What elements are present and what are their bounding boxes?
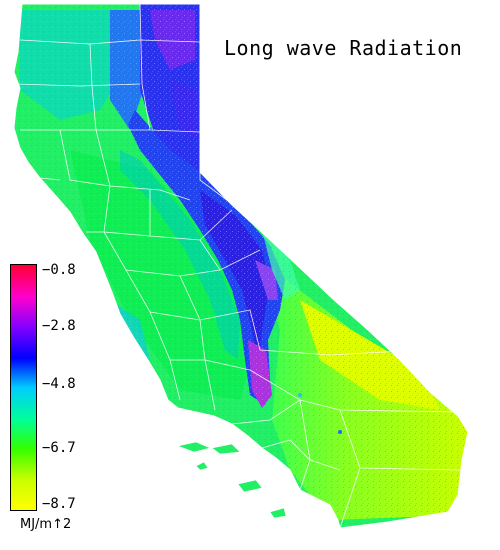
channel-islands <box>176 441 287 519</box>
legend-tick-label: −4.8 <box>42 376 76 392</box>
county-boundaries <box>15 3 461 529</box>
legend-color-bar <box>10 264 37 511</box>
map-title: Long wave Radiation <box>224 36 463 60</box>
legend-tick-label: −8.7 <box>42 496 76 512</box>
legend-tick-label: −0.8 <box>42 262 76 278</box>
legend-tick-label: −6.7 <box>42 440 76 456</box>
legend-tick-label: −2.8 <box>42 318 76 334</box>
legend-unit-label: MJ/m↑2 <box>20 517 72 532</box>
